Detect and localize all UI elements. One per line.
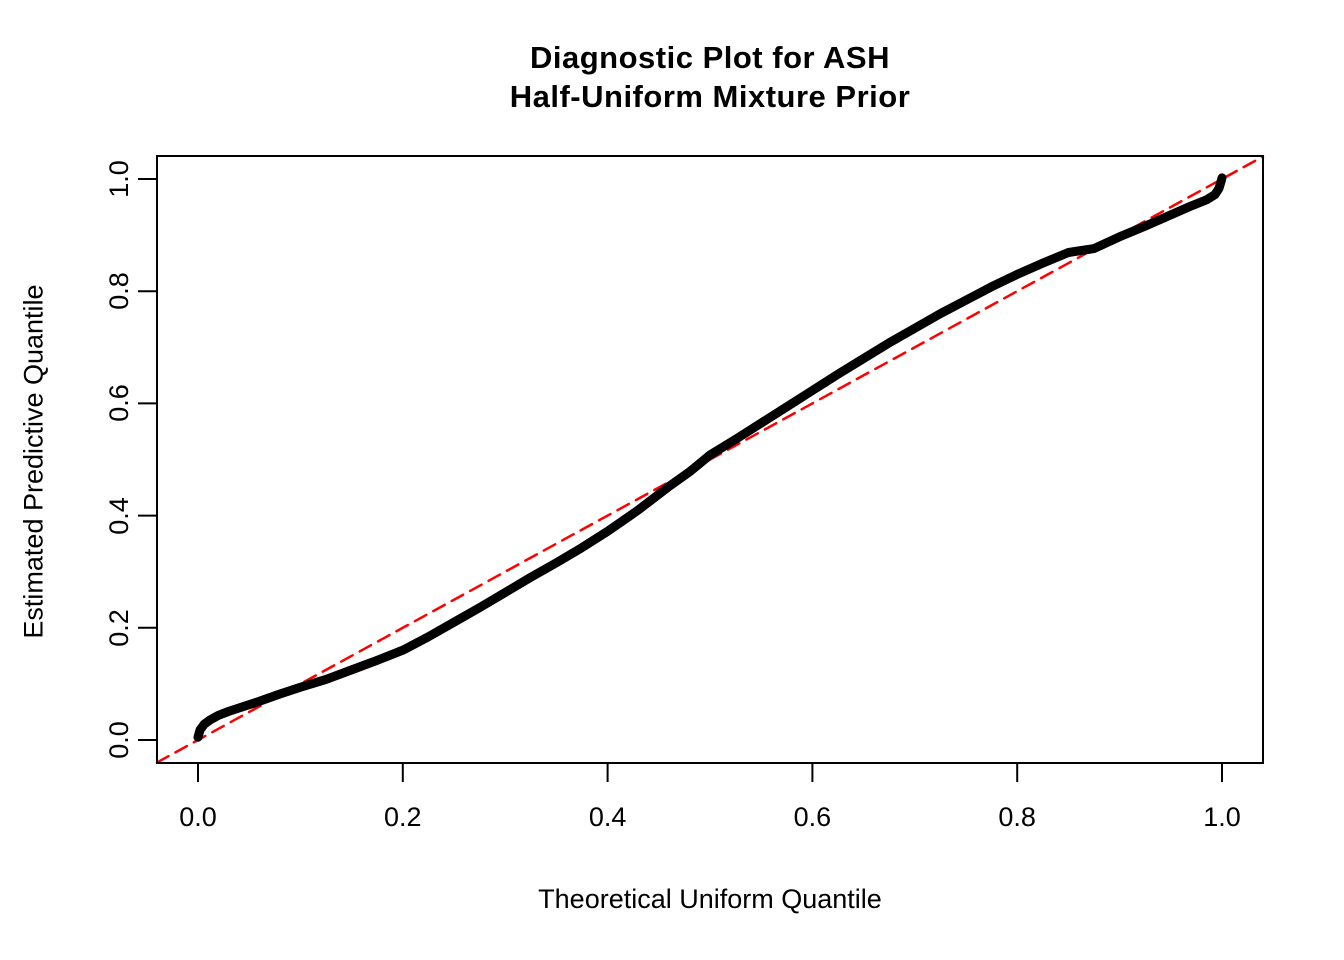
x-tick-label-0.0: 0.0 [179,802,217,832]
x-axis-title: Theoretical Uniform Quantile [538,884,882,914]
y-tick-label-0.0: 0.0 [104,721,134,759]
estimated-predictive-quantile-curve [193,173,1227,742]
x-tick-label-0.8: 0.8 [998,802,1036,832]
plot-title-line-1: Diagnostic Plot for ASH [530,40,890,75]
x-tick-label-0.6: 0.6 [793,802,832,832]
y-axis-title: Estimated Predictive Quantile [18,284,49,639]
y-tick-label-0.8: 0.8 [104,272,134,310]
x-tick-label-0.2: 0.2 [384,802,422,832]
y-tick-label-0.2: 0.2 [104,609,134,647]
y-tick-label-1.0: 1.0 [104,160,134,198]
x-tick-label-1.0: 1.0 [1203,802,1241,832]
y-tick-label-0.4: 0.4 [104,496,134,535]
plot-title-line-2: Half-Uniform Mixture Prior [509,79,911,114]
plot-title: Diagnostic Plot for ASH Half-Uniform Mix… [157,38,1263,116]
x-tick-label-0.4: 0.4 [588,802,627,832]
y-tick-label-0.6: 0.6 [104,384,134,423]
